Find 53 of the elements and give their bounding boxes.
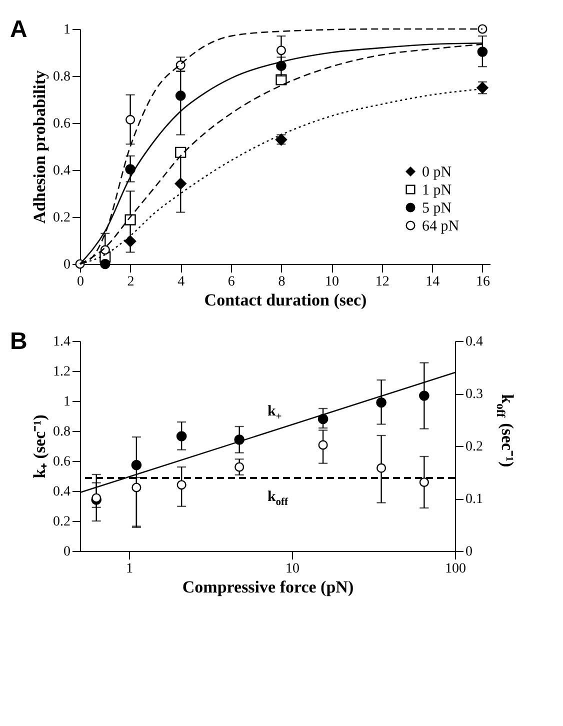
y2-tick-label: 0.3 <box>466 387 483 402</box>
point <box>176 60 186 70</box>
y-axis-title: Adhesion probability <box>30 70 49 224</box>
chart-title: B <box>10 328 28 355</box>
y2-tick-label: 0.1 <box>466 492 483 507</box>
x-axis-title: Contact duration (sec) <box>204 290 367 310</box>
y2-tick-label: 0 <box>466 544 472 560</box>
y-axis-title: k₊ (sec⁻¹) <box>30 414 49 478</box>
y-tick-label: 1 <box>64 394 70 410</box>
chart-title: A <box>10 16 28 43</box>
y2-tick-label: 0.2 <box>466 440 483 454</box>
x-tick-label: 2 <box>127 274 134 290</box>
series-label: k+ <box>268 404 282 422</box>
x-tick-label: 100 <box>445 562 466 576</box>
y-tick-label: 0.8 <box>53 70 70 84</box>
x-tick-label: 8 <box>278 274 286 290</box>
x-tick-label: 16 <box>476 274 490 290</box>
point <box>126 114 136 124</box>
y-tick-label: 0.4 <box>53 164 70 178</box>
y-tick-label: 0.6 <box>53 454 70 470</box>
x-axis-title: Compressive force (pN) <box>182 578 354 596</box>
y-tick-label: 1 <box>64 22 70 38</box>
x-tick-label: 0 <box>77 274 84 290</box>
point <box>478 24 488 34</box>
y-tick-label: 0.2 <box>53 514 70 530</box>
x-tick-label: 14 <box>426 274 440 290</box>
x-tick-label: 1 <box>126 562 134 576</box>
y-tick-label: 0.2 <box>53 210 70 226</box>
x-tick-label: 10 <box>325 274 340 290</box>
point <box>175 90 186 101</box>
point <box>100 258 110 270</box>
y-tick-label: 0 <box>64 544 70 560</box>
point <box>477 46 488 57</box>
x-tick-label: 10 <box>286 562 300 576</box>
y-tick-label: 0 <box>64 258 70 272</box>
point <box>174 178 187 190</box>
y2-axis-title: koff (sec⁻¹) <box>494 394 517 468</box>
y-tick-label: 0.4 <box>53 484 70 500</box>
x-tick-label: 12 <box>375 274 390 290</box>
point <box>276 46 286 56</box>
y-tick-label: 1.2 <box>53 364 70 380</box>
point <box>124 214 136 226</box>
y-tick-label: 0.6 <box>53 116 70 132</box>
y2-tick-label: 0.4 <box>466 334 483 350</box>
y-tick-label: 0.8 <box>53 424 70 440</box>
x-tick-label: 6 <box>228 274 235 290</box>
legend-label: 1 pN <box>422 182 452 198</box>
legend-label: 64 pN <box>422 218 460 234</box>
legend-label: 5 pN <box>422 200 452 216</box>
legend-label: 0 pN <box>422 164 452 180</box>
y-tick-label: 1.4 <box>53 334 70 350</box>
point <box>175 146 186 158</box>
x-tick-label: 4 <box>178 274 185 290</box>
